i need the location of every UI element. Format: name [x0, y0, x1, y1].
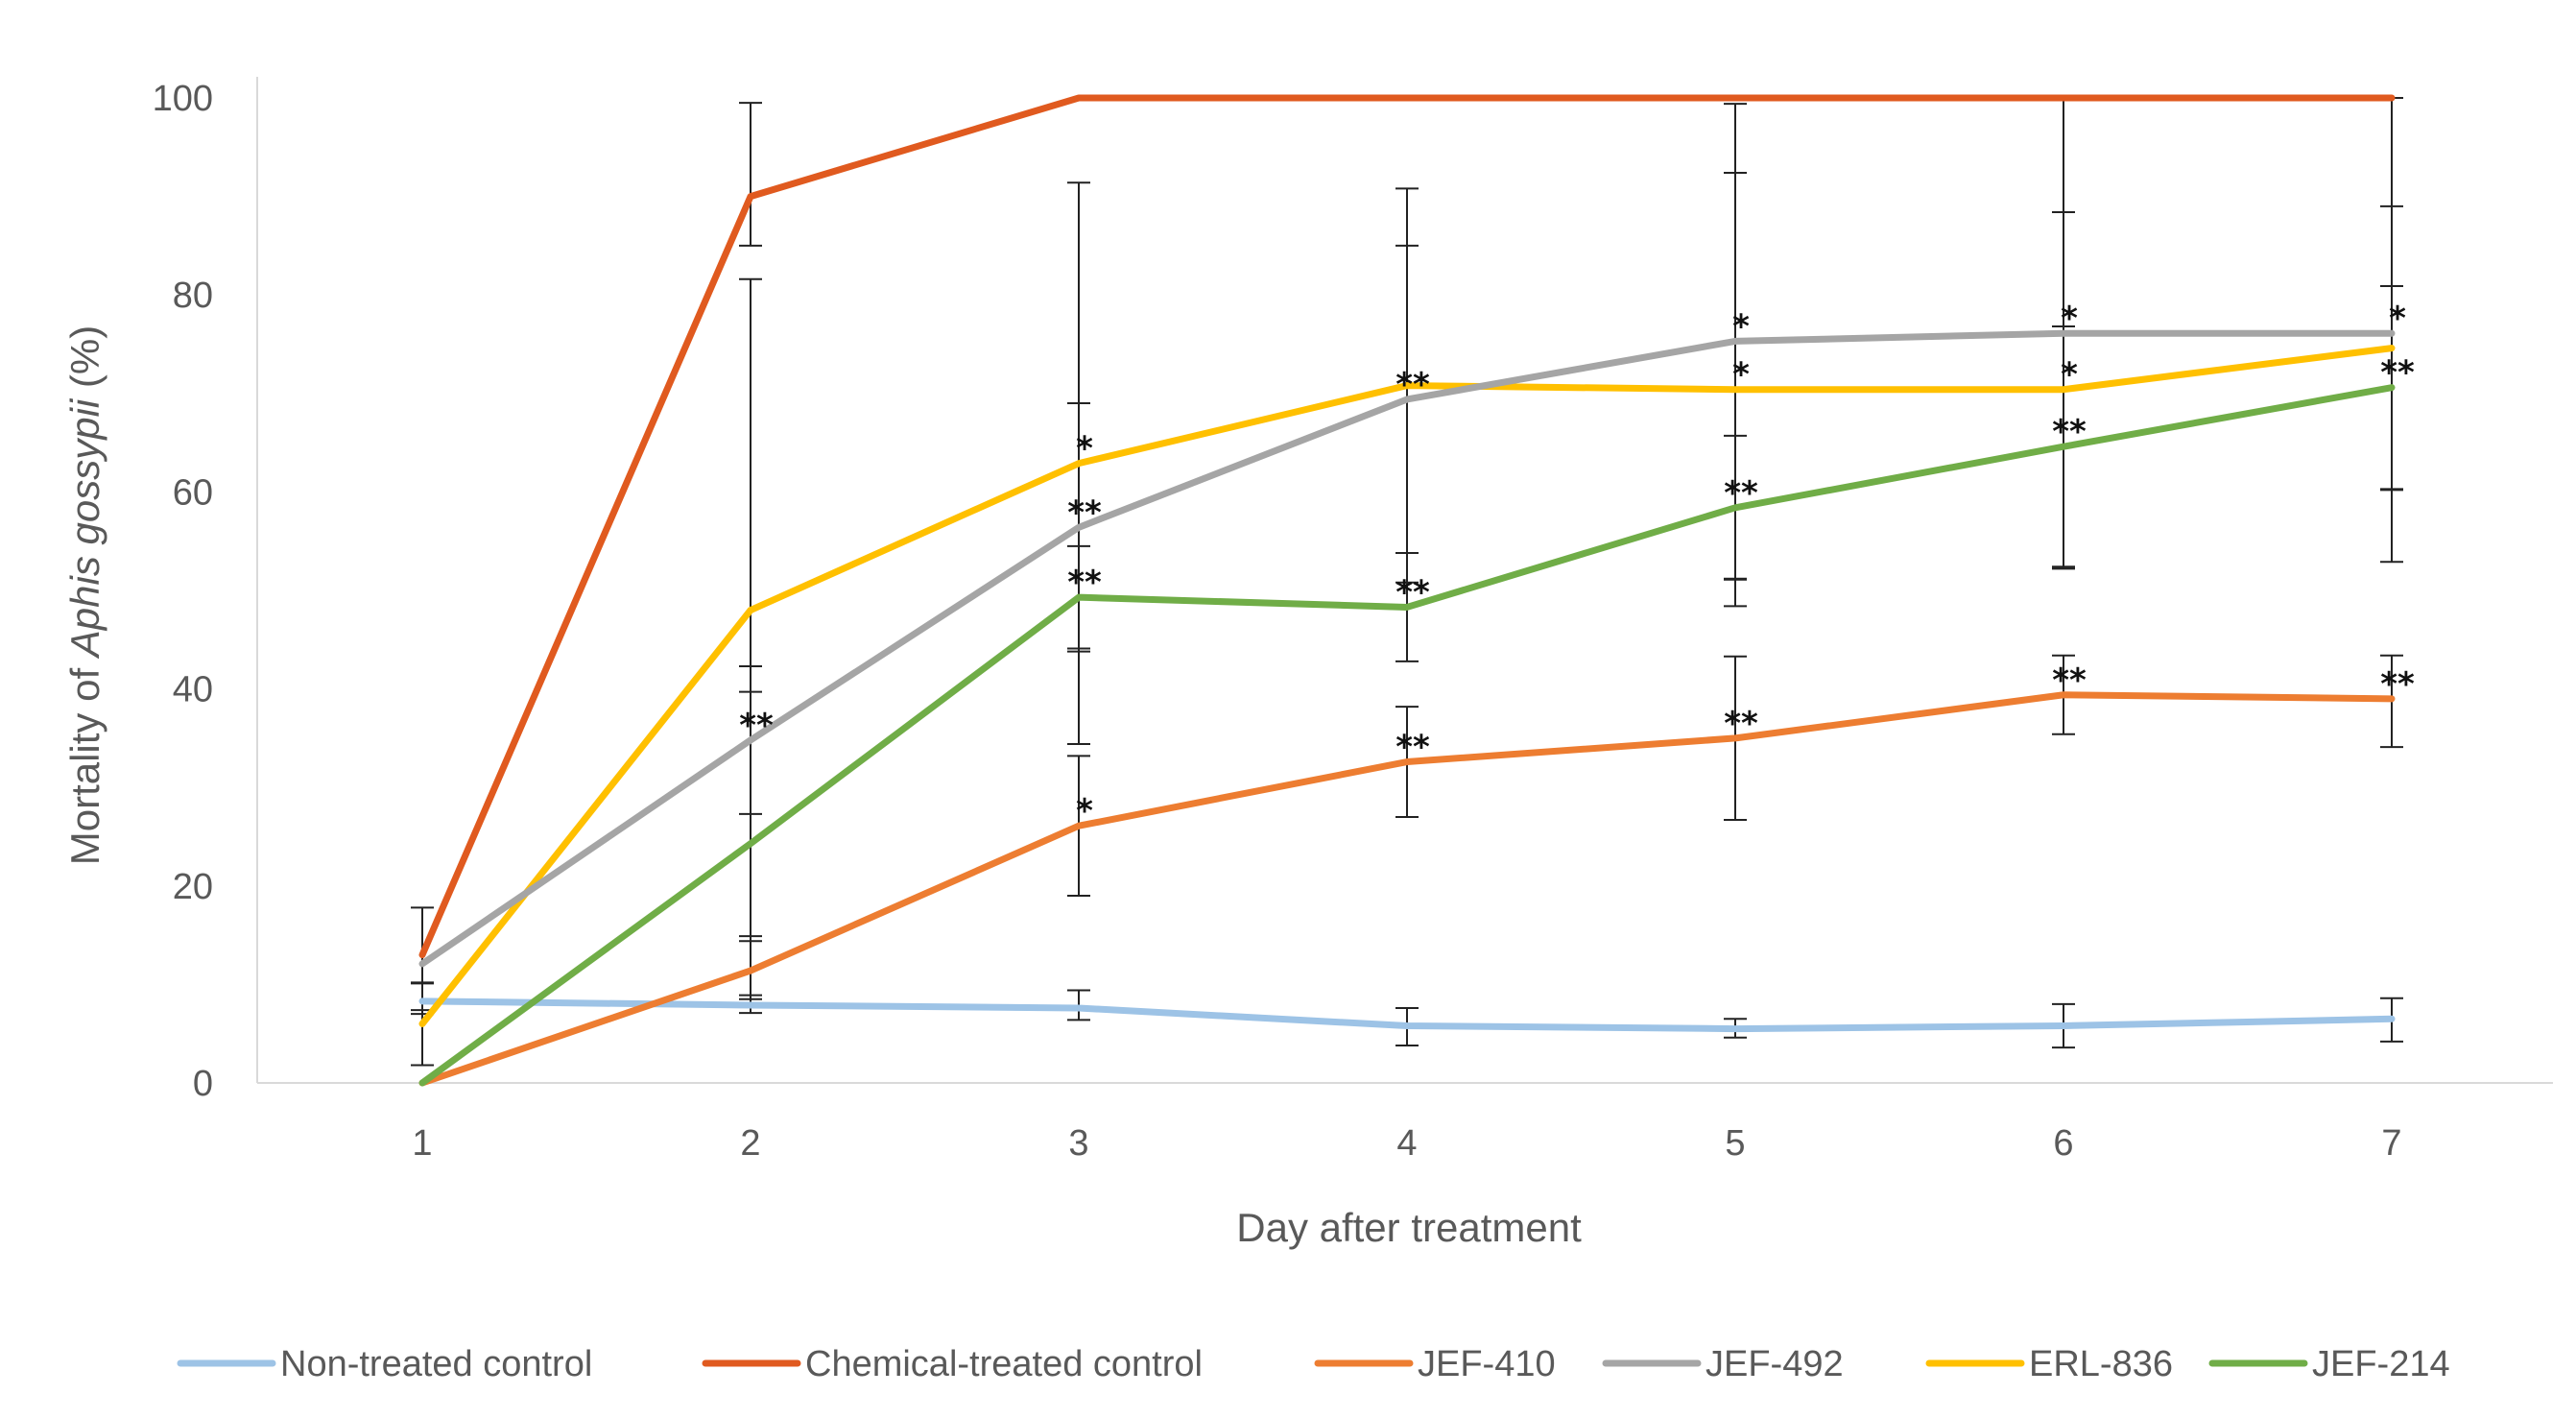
legend-label: Chemical-treated control: [805, 1344, 1203, 1384]
series-line-jef-492: [418, 329, 2396, 968]
legend-label: JEF-410: [1418, 1344, 1556, 1384]
significance-mark: **: [1395, 729, 1430, 767]
y-tick-label: 20: [173, 867, 213, 907]
x-tick-label: 3: [1068, 1123, 1088, 1164]
y-axis-title-unit: (%): [62, 325, 107, 399]
y-tick-labels: 0 20 40 60 80 100: [153, 79, 213, 1104]
significance-mark: *: [2061, 300, 2078, 338]
series-line-jef-214: [418, 384, 2396, 1087]
legend-label: JEF-492: [1705, 1344, 1844, 1384]
significance-mark: *: [1076, 430, 1093, 469]
series-lines: [418, 94, 2396, 1087]
significance-mark: **: [2052, 661, 2087, 700]
significance-mark: *: [2389, 300, 2406, 338]
significance-mark: *: [2061, 356, 2078, 395]
axes: [256, 77, 2553, 1084]
y-tick-label: 100: [153, 79, 213, 119]
significance-mark: **: [739, 707, 774, 745]
y-tick-label: 0: [193, 1064, 213, 1104]
x-tick-label: 7: [2381, 1123, 2401, 1164]
significance-mark: **: [1395, 366, 1430, 404]
x-tick-label: 6: [2053, 1123, 2073, 1164]
significance-marks: ******* ********* * *** *** ********: [739, 300, 2415, 830]
y-tick-label: 40: [173, 670, 213, 710]
x-axis-title: Day after treatment: [1236, 1205, 1582, 1250]
x-tick-label: 4: [1396, 1123, 1417, 1164]
y-axis-title: Mortality of Aphis gossypii (%): [62, 325, 107, 866]
significance-mark: **: [1395, 573, 1430, 612]
significance-mark: **: [1067, 564, 1102, 602]
significance-mark: *: [1076, 792, 1093, 830]
legend-label: Non-treated control: [280, 1344, 592, 1384]
legend: Non-treated control Chemical-treated cont…: [177, 1344, 2450, 1384]
x-tick-label: 5: [1725, 1123, 1745, 1164]
significance-mark: **: [2052, 413, 2087, 451]
significance-mark: **: [1724, 705, 1758, 743]
legend-label: ERL-836: [2029, 1344, 2173, 1384]
series-line-chemical-treated-control: [418, 94, 2396, 959]
significance-mark: **: [1067, 493, 1102, 532]
series-line-non-treated-control: [418, 997, 2396, 1033]
y-axis-title-species: Aphis gossypii: [62, 397, 107, 660]
significance-mark: *: [1732, 356, 1750, 395]
series-line-erl-836: [418, 345, 2396, 1027]
y-tick-label: 80: [173, 276, 213, 316]
y-tick-label: 60: [173, 472, 213, 513]
significance-mark: **: [2380, 354, 2415, 393]
series-line-jef-410: [418, 691, 2396, 1087]
significance-mark: *: [1732, 307, 1750, 346]
y-axis-title-prefix: Mortality of: [62, 657, 107, 865]
legend-label: JEF-214: [2312, 1344, 2450, 1384]
significance-mark: **: [2380, 665, 2415, 704]
x-tick-labels: 1 2 3 4 5 6 7: [412, 1123, 2401, 1164]
x-tick-label: 2: [740, 1123, 760, 1164]
x-tick-label: 1: [412, 1123, 432, 1164]
significance-mark: **: [1724, 474, 1758, 513]
